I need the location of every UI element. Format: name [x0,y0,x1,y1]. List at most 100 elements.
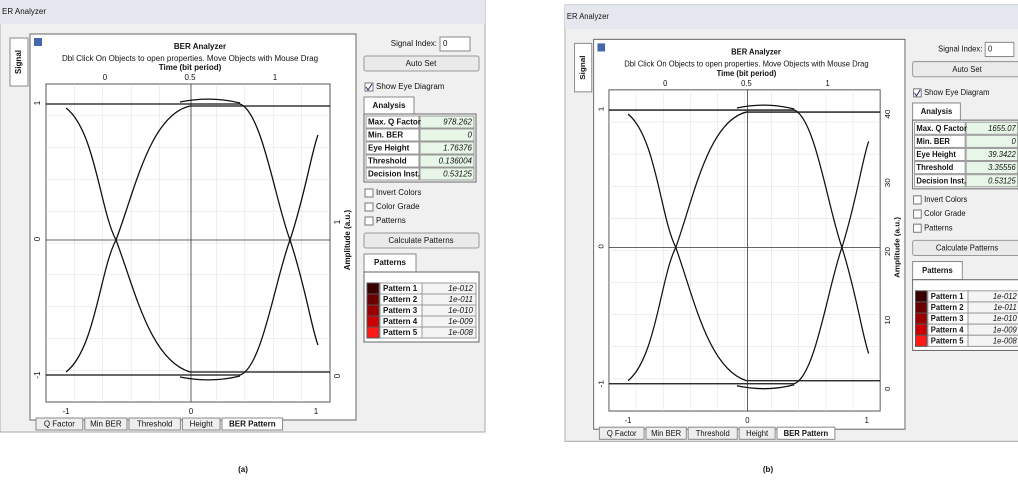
eye-trace [179,98,241,104]
analysis-label: Decision Inst. [368,170,420,179]
analysis-label-cell [365,167,420,181]
checkbox[interactable] [364,82,374,92]
pattern-swatch [366,326,380,339]
analysis-label-cell [914,121,966,135]
checkbox[interactable] [913,223,922,233]
plot-icon [34,38,42,46]
bottom-tab[interactable] [738,426,776,440]
calculate-label: Calculate Patterns [936,243,998,252]
bottom-tab[interactable] [84,417,128,431]
bottom-tab-label: BER Pattern [229,420,276,429]
analysis-value: 0.53125 [443,170,472,179]
plot-icon [597,43,606,52]
analysis-label-cell [914,147,966,162]
signal-index-value: 0 [988,44,993,53]
analysis-value: 1.76376 [443,144,472,153]
auto-set-label: Auto Set [406,59,437,68]
checkbox[interactable] [364,216,374,226]
calculate-label: Calculate Patterns [388,236,453,245]
window-title: ER Analyzer [567,12,609,21]
checkbox-label: Invert Colors [924,195,967,204]
pattern-swatch [366,282,380,295]
analysis-value: 0.136004 [439,157,473,166]
side-tab [9,37,29,87]
eye-trace [736,104,795,110]
top-tick-label: 0 [103,73,108,82]
checkbox-label: Show Eye Diagram [924,88,990,97]
bottom-tick-label: 1 [314,407,319,416]
pattern-name: Pattern 2 [383,295,418,304]
patterns-tab-label: Patterns [922,266,953,275]
chart-title: BER Analyzer [174,42,226,51]
eye-trace [65,105,330,373]
signal-index-value: 0 [443,39,448,48]
pattern-name: Pattern 5 [931,336,964,345]
bottom-tab[interactable] [645,426,687,440]
pattern-ber: 1e-011 [449,295,473,304]
signal-index-input[interactable] [439,36,471,52]
checkbox[interactable] [364,188,374,198]
checkbox[interactable] [913,209,922,219]
right-tick-label: 0 [883,386,892,391]
bottom-tab[interactable] [181,417,221,431]
analysis-value: 0.53125 [988,176,1016,185]
checkbox[interactable] [364,202,374,212]
analysis-label: Threshold [368,157,407,166]
pattern-ber: 1e-010 [448,306,473,315]
top-tick-label: 1 [273,73,278,82]
pattern-swatch [366,304,380,317]
signal-index-input[interactable] [984,41,1015,58]
analysis-label: Min. BER [368,131,403,140]
analysis-value: 0 [468,131,473,140]
pattern-swatch [915,290,928,303]
pattern-name: Pattern 1 [931,292,964,301]
analysis-label: Min. BER [916,137,950,146]
bottom-tab-label: BER Pattern [784,429,829,438]
analysis-label: Max. Q Factor [916,124,967,133]
bottom-tab[interactable] [598,426,645,440]
bottom-tab-label: Q Factor [607,429,637,438]
checkbox[interactable] [913,88,922,98]
pattern-name: Pattern 5 [383,328,418,337]
auto-set-button[interactable] [912,61,1018,78]
eye-trace [608,109,870,354]
right-tick-label: 0 [333,373,342,378]
right-tick-label: 40 [883,109,892,119]
checkbox-label: Show Eye Diagram [376,82,445,91]
bottom-tick-label: 0 [189,407,194,416]
right-tick-label: 20 [883,246,892,256]
analysis-value: 1655.07 [988,124,1016,133]
analysis-label-cell [365,141,420,155]
bottom-tab[interactable] [221,417,284,431]
analysis-value: 0 [1012,137,1017,146]
checkbox-label: Patterns [376,216,406,225]
bottom-tab[interactable] [35,417,84,431]
analysis-value: 978.262 [443,118,472,127]
analysis-label: Eye Height [916,150,956,159]
checkbox[interactable] [913,195,922,205]
checkbox-label: Invert Colors [376,188,421,197]
x-axis-label: Time (bit period) [159,63,222,72]
bottom-tab-label: Height [190,420,214,429]
bottom-tick-label: 1 [865,416,869,425]
calculate-button[interactable] [912,239,1018,256]
auto-set-label: Auto Set [952,65,982,74]
bottom-tab-label: Q Factor [44,420,75,429]
analysis-value-cell [965,134,1018,148]
bottom-tab[interactable] [776,426,836,440]
check-mark [365,83,373,91]
analysis-label-cell [914,174,966,188]
bottom-tab[interactable] [687,426,738,440]
instructions: Dbl Click On Objects to open properties.… [62,54,318,63]
analysis-label-cell [365,154,420,168]
signal-index-label: Signal Index: [938,44,982,53]
eye-trace [46,134,319,376]
bottom-tab[interactable] [128,417,181,431]
bottom-tab-label: Min BER [90,420,122,429]
caption: (a) [238,465,248,474]
side-tab-label: Signal [14,50,23,74]
auto-set-button[interactable] [363,55,480,72]
top-tick-label: 0 [663,79,668,88]
calculate-button[interactable] [363,232,480,249]
